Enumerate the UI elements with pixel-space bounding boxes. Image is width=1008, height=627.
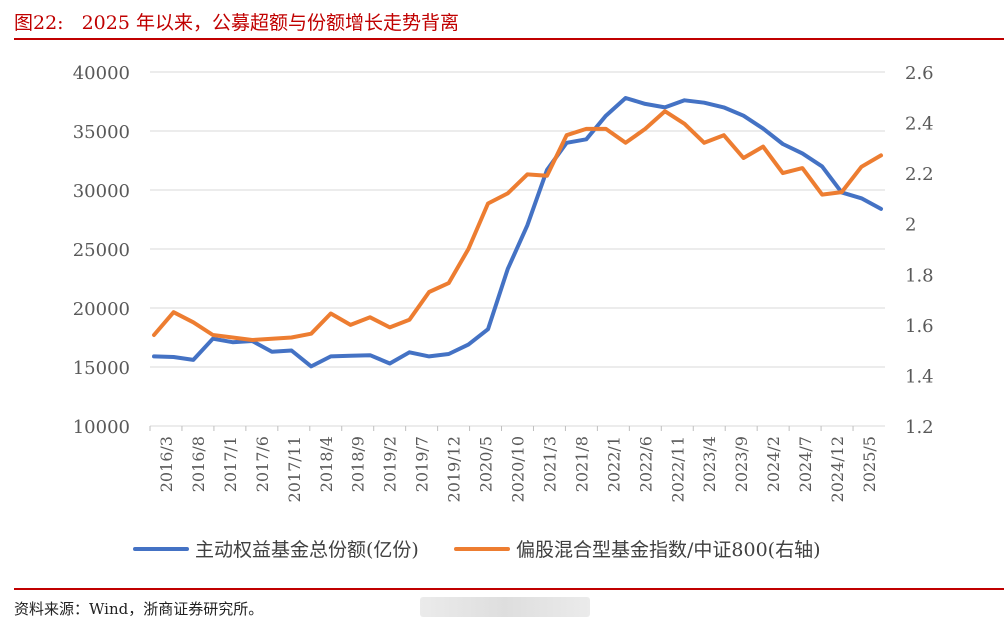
y-right-tick-label: 1.2 bbox=[905, 417, 934, 438]
x-tick-label: 2025/5 bbox=[860, 436, 879, 492]
x-tick-label: 2022/11 bbox=[668, 436, 687, 502]
source-note: 资料来源：Wind，浙商证券研究所。 bbox=[14, 600, 264, 618]
x-tick-label: 2016/8 bbox=[189, 436, 208, 492]
y-right-tick-label: 2.2 bbox=[905, 164, 934, 185]
x-tick-label: 2020/5 bbox=[477, 436, 496, 492]
y-right-tick-label: 2.4 bbox=[905, 114, 934, 135]
x-tick-label: 2022/6 bbox=[636, 436, 655, 492]
y-left-tick-label: 15000 bbox=[73, 358, 130, 379]
legend-label-1: 主动权益基金总份额(亿份) bbox=[195, 539, 419, 561]
x-tick-label: 2024/2 bbox=[764, 436, 783, 492]
x-tick-label: 2017/1 bbox=[221, 436, 240, 492]
x-tick-label: 2020/10 bbox=[509, 436, 528, 502]
x-tick-label: 2016/3 bbox=[157, 436, 176, 492]
source-divider bbox=[14, 588, 1004, 590]
y-right-tick-label: 1.8 bbox=[905, 265, 934, 286]
y-right-tick-label: 1.6 bbox=[905, 316, 934, 337]
watermark-logo bbox=[420, 597, 590, 617]
x-tick-label: 2023/4 bbox=[700, 436, 719, 492]
y-left-tick-label: 35000 bbox=[73, 122, 130, 143]
y-left-tick-label: 10000 bbox=[73, 417, 130, 438]
y-left-tick-label: 20000 bbox=[73, 299, 130, 320]
series-line-2 bbox=[152, 109, 883, 342]
x-tick-label: 2022/1 bbox=[604, 436, 623, 492]
y-left-tick-label: 40000 bbox=[73, 63, 130, 84]
y-right-tick-label: 2.6 bbox=[905, 63, 934, 84]
x-tick-label: 2018/9 bbox=[349, 436, 368, 492]
x-tick-label: 2023/9 bbox=[732, 436, 751, 492]
x-tick-label: 2017/11 bbox=[285, 436, 304, 502]
x-tick-label: 2024/12 bbox=[828, 436, 847, 502]
series-line-1 bbox=[152, 96, 883, 369]
y-left-tick-label: 25000 bbox=[73, 240, 130, 261]
x-tick-label: 2021/3 bbox=[540, 436, 559, 492]
figure-title-text: 2025 年以来，公募超额与份额增长走势背离 bbox=[81, 12, 459, 34]
x-tick-label: 2018/4 bbox=[317, 436, 336, 492]
legend-label-2: 偏股混合型基金指数/中证800(右轴) bbox=[516, 539, 821, 561]
y-left-tick-label: 30000 bbox=[73, 181, 130, 202]
x-tick-label: 2019/2 bbox=[381, 436, 400, 492]
y-right-tick-label: 2 bbox=[905, 215, 916, 236]
x-tick-label: 2021/8 bbox=[572, 436, 591, 492]
x-tick-label: 2024/7 bbox=[796, 436, 815, 492]
y-right-tick-label: 1.4 bbox=[905, 366, 934, 387]
x-tick-label: 2019/12 bbox=[445, 436, 464, 502]
figure-title: 图22: 2025 年以来，公募超额与份额增长走势背离 bbox=[14, 8, 459, 35]
x-tick-label: 2017/6 bbox=[253, 436, 272, 492]
line-chart: 10000 15000 20000 25000 30000 35000 40000 1.2 1.… bbox=[73, 63, 934, 561]
figure-header: 图22: 2025 年以来，公募超额与份额增长走势背离 bbox=[14, 4, 1004, 40]
x-tick-label: 2019/7 bbox=[413, 436, 432, 492]
figure-number: 图22: bbox=[14, 12, 64, 34]
